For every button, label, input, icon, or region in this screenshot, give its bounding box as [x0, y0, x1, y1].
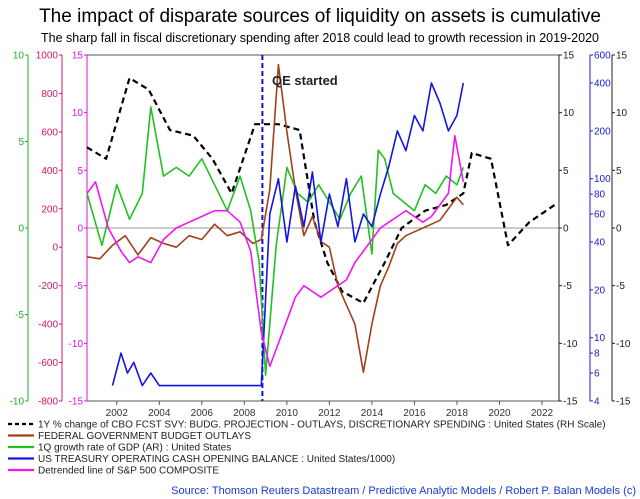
x-tick-label: 2004 [148, 408, 171, 419]
legend-label: 1Y % change of CBO FCST SVY: BUDG. PROJE… [38, 420, 606, 431]
source-note: Source: Thomson Reuters Datastream / Pre… [171, 485, 636, 497]
chart-title: The impact of disparate sources of liqui… [39, 6, 601, 27]
tick-label-left_outer: 0 [18, 224, 24, 235]
series-line-2 [86, 106, 465, 376]
series-line-3 [111, 82, 465, 387]
tick-label-right_blue_log: 10 [594, 333, 606, 344]
tick-label-left_red: -800 [38, 397, 58, 408]
tick-label-right_blue_log: 600 [594, 51, 611, 62]
tick-label-right_blue_log: 400 [594, 78, 611, 89]
tick-label-left_magenta: 15 [72, 51, 84, 62]
x-tick-label: 2012 [318, 408, 341, 419]
tick-label-right_outer: 15 [616, 51, 628, 62]
tick-label-right_black: -10 [563, 339, 578, 350]
tick-label-left_outer: 5 [18, 137, 24, 148]
x-tick-label: 2008 [233, 408, 256, 419]
tick-label-right_outer: 5 [616, 166, 622, 177]
tick-label-left_magenta: -5 [74, 281, 83, 292]
tick-label-left_outer: -5 [15, 310, 24, 321]
tick-label-right_black: 0 [563, 224, 569, 235]
x-tick-label: 2010 [276, 408, 299, 419]
tick-label-right_black: 5 [563, 166, 569, 177]
tick-label-left_red: 1000 [36, 51, 59, 62]
tick-label-right_blue_log: 80 [594, 190, 606, 201]
series-line-0 [86, 76, 556, 305]
x-tick-label: 2014 [361, 408, 384, 419]
qe-annotation: QE started [272, 73, 338, 88]
tick-label-left_red: -400 [38, 320, 58, 331]
tick-label-right_outer: 0 [616, 224, 622, 235]
tick-label-left_outer: 10 [13, 51, 25, 62]
tick-label-left_red: 400 [41, 166, 58, 177]
tick-label-right_black: -15 [563, 397, 578, 408]
x-tick-label: 2002 [106, 408, 129, 419]
tick-label-left_magenta: 5 [77, 166, 83, 177]
tick-label-left_magenta: -15 [69, 397, 84, 408]
tick-label-right_blue_log: 60 [594, 210, 606, 221]
tick-label-left_magenta: 10 [72, 108, 84, 119]
x-tick-label: 2006 [191, 408, 214, 419]
legend-label: 1Q growth rate of GDP (AR) : United Stat… [38, 443, 231, 454]
tick-label-left_red: 0 [52, 243, 58, 254]
x-tick-label: 2018 [446, 408, 469, 419]
tick-label-left_magenta: -10 [69, 339, 84, 350]
legend-label: US TREASURY OPERATING CASH OPENING BALAN… [38, 454, 395, 465]
tick-label-left_red: 200 [41, 204, 58, 215]
tick-label-right_blue_log: 4 [594, 397, 600, 408]
tick-label-right_blue_log: 40 [594, 237, 606, 248]
series-line-4 [86, 134, 465, 368]
tick-label-right_outer: 10 [616, 108, 628, 119]
tick-label-right_black: 10 [563, 108, 575, 119]
tick-label-right_outer: -10 [616, 339, 631, 350]
chart-subtitle: The sharp fall in fiscal discretionary s… [41, 31, 599, 45]
tick-label-right_blue_log: 6 [594, 369, 600, 380]
legend-label: FEDERAL GOVERNMENT BUDGET OUTLAYS [38, 431, 251, 442]
tick-label-left_outer: -10 [10, 397, 25, 408]
tick-label-right_outer: -5 [616, 281, 625, 292]
tick-label-right_blue_log: 20 [594, 285, 606, 296]
x-tick-label: 2016 [403, 408, 426, 419]
x-tick-label: 2020 [488, 408, 511, 419]
tick-label-right_blue_log: 200 [594, 126, 611, 137]
x-tick-label: 2022 [531, 408, 554, 419]
tick-label-right_blue_log: 8 [594, 349, 600, 360]
tick-label-left_magenta: 0 [77, 224, 83, 235]
tick-label-right_black: 15 [563, 51, 575, 62]
tick-label-left_red: 800 [41, 89, 58, 100]
tick-label-right_blue_log: 100 [594, 174, 611, 185]
tick-label-left_red: -200 [38, 281, 58, 292]
tick-label-left_red: -600 [38, 358, 58, 369]
tick-label-left_red: 600 [41, 127, 58, 138]
series-line-1 [86, 63, 464, 374]
tick-label-right_outer: -15 [616, 397, 631, 408]
tick-label-right_black: -5 [563, 281, 572, 292]
legend-label: Detrended line of S&P 500 COMPOSITE [38, 466, 219, 477]
